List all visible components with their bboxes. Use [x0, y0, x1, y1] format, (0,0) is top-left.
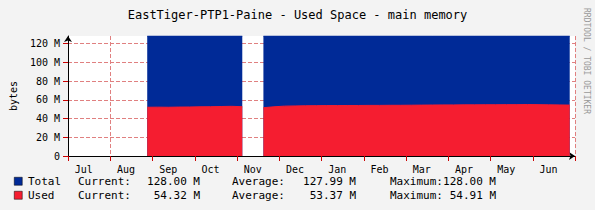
svg-text:RRDTOOL / TOBI OETIKER: RRDTOOL / TOBI OETIKER: [582, 8, 591, 114]
svg-text:Total: Total: [28, 175, 61, 188]
svg-text:Used: Used: [28, 189, 55, 202]
svg-text:128.00 M: 128.00 M: [443, 175, 496, 188]
svg-text:Current:: Current:: [78, 189, 131, 202]
svg-text:Feb: Feb: [371, 164, 389, 175]
svg-text:Maximum:: Maximum:: [390, 189, 443, 202]
svg-text:Nov: Nov: [244, 164, 262, 175]
svg-text:54.32 M: 54.32 M: [154, 189, 201, 202]
svg-text:60 M: 60 M: [36, 94, 60, 105]
svg-text:Aug: Aug: [117, 164, 135, 175]
svg-text:Jun: Jun: [540, 164, 558, 175]
svg-text:Mar: Mar: [413, 164, 431, 175]
svg-text:Current:: Current:: [78, 175, 131, 188]
svg-text:0: 0: [54, 151, 60, 162]
svg-text:Jan: Jan: [328, 164, 346, 175]
svg-text:Average:: Average:: [232, 175, 285, 188]
svg-text:Sep: Sep: [159, 164, 177, 175]
svg-text:128.00 M: 128.00 M: [147, 175, 200, 188]
svg-text:Apr: Apr: [455, 164, 473, 175]
svg-text:May: May: [497, 164, 515, 175]
svg-text:127.99 M: 127.99 M: [303, 175, 356, 188]
svg-text:53.37 M: 53.37 M: [310, 189, 357, 202]
svg-text:100 M: 100 M: [30, 57, 60, 68]
svg-text:40 M: 40 M: [36, 113, 60, 124]
svg-text:Maximum:: Maximum:: [390, 175, 443, 188]
svg-text:20 M: 20 M: [36, 132, 60, 143]
svg-text:Oct: Oct: [202, 164, 220, 175]
svg-text:Dec: Dec: [286, 164, 304, 175]
svg-text:120 M: 120 M: [30, 38, 60, 49]
svg-text:54.91 M: 54.91 M: [450, 189, 497, 202]
svg-text:Jul: Jul: [75, 164, 93, 175]
svg-text:Average:: Average:: [232, 189, 285, 202]
svg-text:80 M: 80 M: [36, 76, 60, 87]
svg-text:bytes: bytes: [8, 81, 19, 111]
svg-text:EastTiger-PTP1-Paine - Used Sp: EastTiger-PTP1-Paine - Used Space - main…: [128, 8, 468, 22]
